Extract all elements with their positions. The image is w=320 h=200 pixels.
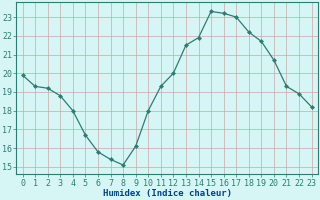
- X-axis label: Humidex (Indice chaleur): Humidex (Indice chaleur): [103, 189, 232, 198]
